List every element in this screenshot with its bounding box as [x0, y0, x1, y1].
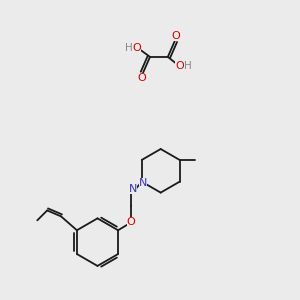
- Text: O: O: [133, 43, 142, 53]
- Text: N: N: [129, 184, 137, 194]
- Text: O: O: [175, 61, 184, 71]
- Text: H: H: [125, 43, 133, 53]
- Text: O: O: [171, 31, 180, 41]
- Text: H: H: [184, 61, 191, 71]
- Text: N: N: [139, 178, 147, 188]
- Text: O: O: [127, 217, 135, 227]
- Text: O: O: [138, 73, 146, 83]
